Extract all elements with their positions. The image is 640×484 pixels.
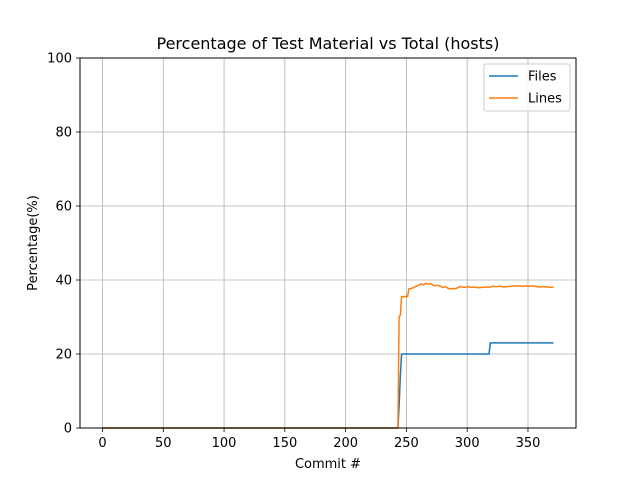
y-tick-label: 100 xyxy=(47,52,72,67)
y-tick-label: 60 xyxy=(55,200,72,215)
legend-label-files: Files xyxy=(528,70,557,85)
x-tick-label: 100 xyxy=(212,436,237,451)
chart-title: Percentage of Test Material vs Total (ho… xyxy=(157,34,500,53)
plot-area-frame xyxy=(79,57,577,429)
legend: Files Lines xyxy=(483,63,571,112)
x-tick-label: 0 xyxy=(98,436,106,451)
x-tick-label: 200 xyxy=(333,436,358,451)
x-tick-label: 150 xyxy=(272,436,297,451)
y-tick-label: 0 xyxy=(64,422,72,437)
y-tick-label: 40 xyxy=(55,274,72,289)
y-axis-label: Percentage(%) xyxy=(26,195,41,291)
y-tick-label: 80 xyxy=(55,126,72,141)
x-tick-label: 250 xyxy=(394,436,419,451)
series-line-lines xyxy=(102,282,554,429)
legend-label-lines: Lines xyxy=(528,92,562,107)
x-tick-label: 350 xyxy=(516,436,541,451)
series-line-files xyxy=(102,342,554,429)
x-tick-label: 300 xyxy=(455,436,480,451)
x-tick-label: 50 xyxy=(155,436,172,451)
x-axis-label: Commit # xyxy=(295,457,361,472)
y-tick-label: 20 xyxy=(55,348,72,363)
